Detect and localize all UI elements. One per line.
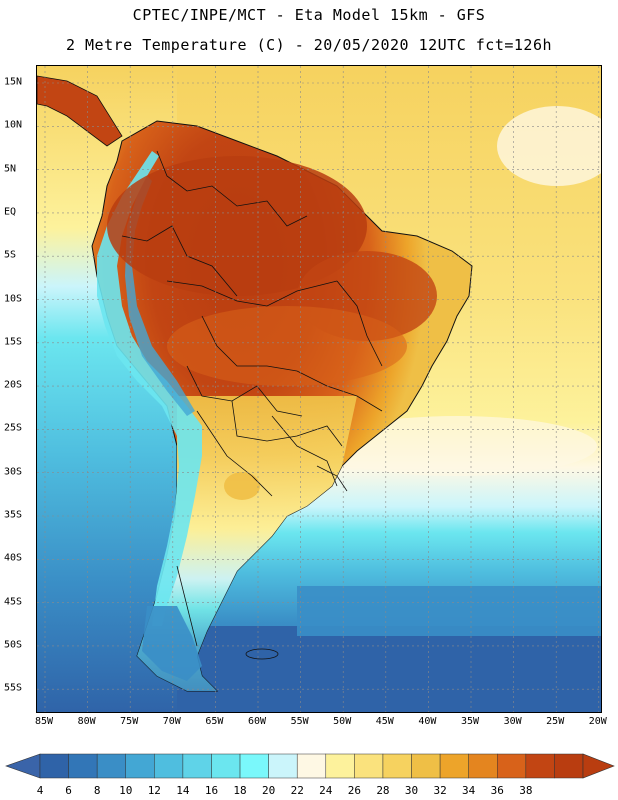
lon-label: 65W [205, 716, 224, 727]
lat-label: 25S [4, 422, 23, 434]
lat-label: 10S [4, 293, 23, 304]
colorbar-swatch [411, 753, 441, 779]
colorbar-swatch [296, 753, 327, 779]
colorbar-tick-label: 14 [176, 784, 190, 797]
colorbar-tick-label: 38 [519, 784, 533, 797]
temperature-colorbar [0, 752, 618, 800]
lon-label: 45W [375, 716, 394, 727]
colorbar-tick-label: 8 [93, 784, 101, 797]
southern-ocean-deep [177, 626, 601, 712]
lat-label: 35S [4, 509, 23, 521]
lon-label: 60W [247, 716, 267, 727]
colorbar-tick-label: 26 [347, 784, 361, 797]
lon-label: 40W [418, 716, 437, 727]
lon-label: 75W [120, 716, 139, 727]
pale-band [317, 416, 597, 476]
colorbar-swatch [382, 753, 412, 779]
lon-label: 35W [460, 716, 480, 727]
colorbar-swatch [68, 753, 98, 779]
map-title-line1: CPTEC/INPE/MCT - Eta Model 15km - GFS [132, 6, 486, 24]
andes-high-peaks [125, 176, 195, 416]
colorbar-right-arrow [582, 753, 615, 779]
lon-label: 80W [77, 716, 96, 727]
colorbar-swatch [439, 753, 469, 779]
colorbar-swatch [525, 753, 555, 779]
lat-label: 50S [4, 639, 23, 651]
colorbar-tick-label: 22 [290, 784, 304, 797]
colorbar-tick-label: 4 [36, 784, 44, 797]
colorbar-swatch [182, 753, 212, 779]
lat-label: 15S [4, 336, 23, 348]
colorbar-tick-label: 20 [262, 784, 276, 797]
falkland-islands [245, 648, 279, 660]
colorbar-swatch [154, 753, 184, 779]
colorbar-swatch [96, 753, 126, 779]
central-brazil-warm [167, 306, 407, 386]
lat-lon-grid [37, 66, 601, 712]
colorbar-tick-label: 18 [233, 784, 247, 797]
lon-label: 85W [34, 716, 54, 727]
lon-label: 55W [290, 716, 309, 727]
colorbar-swatch [325, 753, 355, 779]
colorbar-tick-label: 12 [147, 784, 161, 797]
lon-label: 25W [546, 716, 565, 727]
patagonia-cold-area [142, 606, 202, 681]
colorbar-swatch [554, 753, 584, 779]
colorbar-swatch [354, 753, 384, 779]
colorbar-swatch [239, 753, 269, 779]
colorbar-left-arrow [5, 753, 41, 779]
colorbar-tick-label: 24 [319, 784, 333, 797]
colorbar-tick-label: 10 [119, 784, 133, 797]
national-borders [121, 150, 383, 647]
colorbar-tick-label: 30 [404, 784, 419, 797]
colorbar-tick-label: 28 [376, 784, 390, 797]
temperature-map[interactable] [36, 65, 602, 713]
colorbar-swatch [497, 753, 527, 779]
central-america-landmass [37, 75, 123, 147]
lat-label: 10N [4, 119, 23, 131]
colorbar-tick-label: 16 [204, 784, 219, 797]
colorbar-tick-label: 36 [490, 784, 504, 797]
colorbar-swatch [211, 753, 241, 779]
lat-label: 45S [4, 596, 23, 608]
lat-label: 55S [4, 682, 23, 694]
andes-cold-band [97, 151, 202, 626]
lat-label: 5N [4, 163, 17, 175]
colorbar-tick-label: 32 [433, 784, 447, 797]
colorbar-swatch [39, 753, 69, 779]
argentina-warm-spot [224, 472, 260, 500]
lat-label: 20S [4, 379, 23, 391]
map-title-line2: 2 Metre Temperature (C) - 20/05/2020 12U… [65, 36, 553, 54]
lat-label: 15N [4, 76, 23, 88]
colorbar-svg [5, 753, 615, 779]
lat-label: 40S [4, 552, 23, 564]
colorbar-tick-label: 34 [462, 784, 476, 797]
colorbar-swatch [468, 753, 498, 779]
southern-ocean-mid [297, 586, 601, 636]
colorbar-tick-label: 6 [65, 784, 72, 797]
lat-label: 30S [4, 466, 23, 478]
colorbar-swatch [125, 753, 155, 779]
lon-label: 50W [333, 716, 352, 727]
map-canvas[interactable] [37, 66, 602, 713]
lon-label: 30W [503, 716, 522, 727]
lat-label: EQ [4, 206, 17, 218]
lon-label: 20W [588, 716, 607, 727]
colorbar-swatch [268, 753, 298, 779]
lon-label: 70W [162, 716, 181, 727]
lat-label: 5S [4, 249, 17, 261]
amazon-hot-core [107, 156, 367, 296]
